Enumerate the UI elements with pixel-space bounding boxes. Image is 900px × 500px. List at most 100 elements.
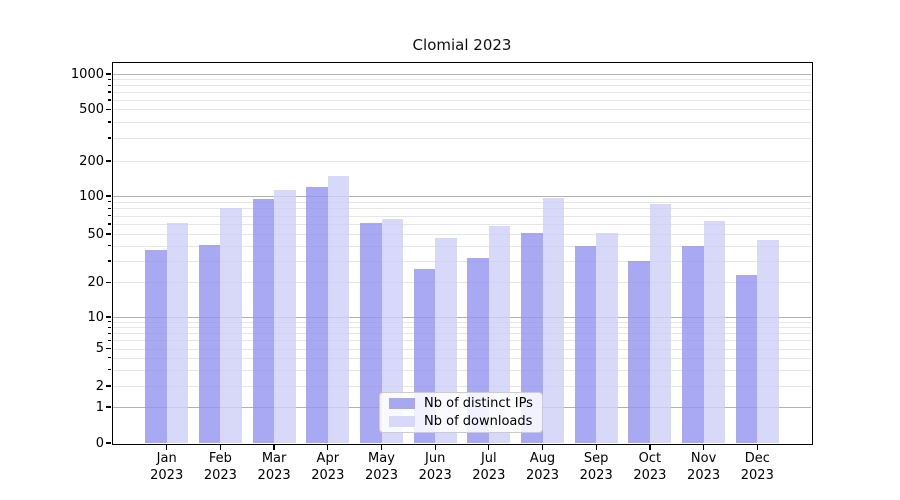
y-minor-tick-3 [108,368,111,371]
y-tick-label-2: 2 [95,378,104,394]
bar-downloads-oct [649,203,672,443]
y-tick-5 [106,348,111,350]
y-tick-1000 [106,73,111,75]
minor-gridline-90 [113,201,811,203]
minor-gridline-50 [113,234,811,235]
x-tick-label-jun: Jun 2023 [418,451,452,483]
bar-ips-oct [628,260,650,443]
y-minor-tick-90 [108,201,111,203]
legend-row-downloads: Nb of downloads [389,414,533,429]
minor-gridline-30 [113,260,811,262]
y-tick-label-200: 200 [79,153,104,169]
x-tick-sep [595,444,597,450]
minor-gridline-200 [113,161,811,162]
bar-downloads-jun [435,238,457,443]
x-tick-label-feb: Feb 2023 [203,451,237,483]
minor-gridline-800 [113,85,811,87]
minor-gridline-3 [113,369,811,371]
y-tick-100 [106,195,111,197]
x-tick-jan [166,444,168,450]
y-minor-tick-800 [108,84,111,86]
bar-downloads-may [381,218,403,443]
y-minor-tick-60 [108,223,111,225]
bar-ips-aug [521,232,543,443]
bar-downloads-feb [220,208,242,443]
major-gridline-100 [113,196,811,197]
y-minor-tick-6 [108,339,111,341]
y-tick-label-20: 20 [87,274,104,290]
legend: Nb of distinct IPs Nb of downloads [379,392,543,433]
minor-gridline-70 [113,215,811,217]
bar-downloads-apr [327,175,350,443]
minor-gridline-20 [113,282,811,284]
legend-label-distinct-ips: Nb of distinct IPs [424,396,533,411]
bar-ips-nov [682,245,704,443]
minor-gridline-500 [113,109,811,111]
bar-ips-jan [145,249,167,443]
y-minor-tick-8 [108,326,111,328]
x-tick-dec [756,444,758,450]
x-tick-label-dec: Dec 2023 [740,451,774,483]
y-tick-label-1000: 1000 [70,66,104,82]
y-tick-10 [106,316,111,318]
minor-gridline-6 [113,340,811,342]
x-tick-label-may: May 2023 [364,451,399,483]
chart-title: Clomial 2023 [412,36,512,54]
x-tick-label-oct: Oct 2023 [633,451,667,483]
bar-ips-mar [252,199,275,443]
minor-gridline-900 [113,79,811,81]
y-minor-tick-70 [108,214,111,217]
x-tick-oct [649,444,651,450]
x-tick-apr [327,444,329,450]
x-tick-jul [488,444,490,450]
bar-downloads-jul [488,225,511,443]
bar-downloads-nov [703,221,726,443]
minor-gridline-400 [113,121,811,123]
y-minor-tick-40 [108,245,111,247]
bar-downloads-jan [166,223,189,443]
y-tick-1 [106,406,111,408]
y-tick-label-5: 5 [95,341,104,357]
y-tick-200 [106,160,111,162]
bar-ips-sep [574,245,597,443]
x-tick-label-mar: Mar 2023 [257,451,291,483]
x-tick-nov [702,444,705,450]
y-tick-label-50: 50 [87,226,104,242]
y-tick-label-0: 0 [95,435,104,451]
minor-gridline-8 [113,327,811,329]
y-tick-label-500: 500 [79,101,104,117]
y-tick-0 [106,442,111,444]
y-tick-20 [106,281,111,283]
bar-downloads-dec [757,239,779,443]
minor-gridline-4 [113,357,811,359]
x-tick-label-aug: Aug 2023 [525,451,560,483]
minor-gridline-9 [113,321,811,323]
y-tick-2 [106,385,111,387]
x-tick-label-apr: Apr 2023 [311,451,345,483]
minor-gridline-300 [113,138,811,140]
x-tick-feb [219,444,222,450]
y-minor-tick-600 [108,99,111,101]
major-gridline-1000 [113,74,811,75]
x-tick-may [380,444,383,450]
bar-downloads-mar [274,189,296,443]
bar-downloads-sep [596,232,618,443]
minor-gridline-60 [113,224,811,225]
y-minor-tick-4 [108,357,111,359]
legend-swatch-distinct-ips [389,398,415,409]
minor-gridline-600 [113,100,811,101]
y-tick-500 [106,108,111,110]
minor-gridline-80 [113,208,811,210]
x-tick-label-jan: Jan 2023 [150,451,184,483]
bar-downloads-aug [542,198,564,443]
y-minor-tick-7 [108,332,111,334]
minor-gridline-7 [113,333,811,335]
minor-gridline-5 [113,348,811,350]
y-minor-tick-300 [108,137,111,139]
y-minor-tick-30 [108,260,111,262]
minor-gridline-700 [113,92,811,94]
y-tick-50 [106,233,111,235]
legend-swatch-downloads [389,416,415,427]
x-tick-label-jul: Jul 2023 [472,451,506,483]
